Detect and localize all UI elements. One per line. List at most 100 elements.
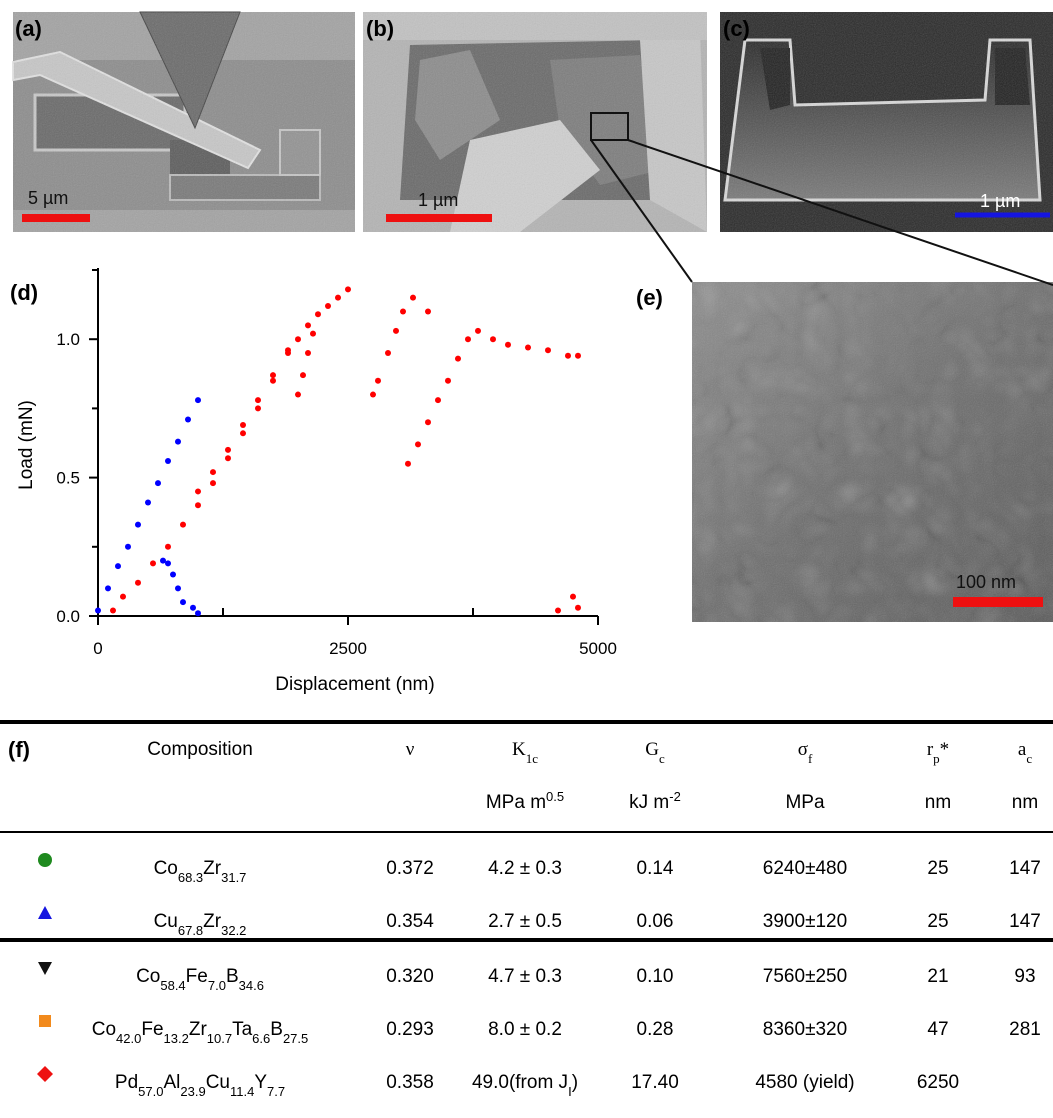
- text-segment: MPa m: [486, 792, 546, 813]
- data-point: [175, 585, 181, 592]
- data-point: [195, 610, 201, 617]
- text-segment: 67.8: [178, 923, 203, 938]
- text-segment: 7.0: [208, 978, 226, 993]
- data-point: [410, 294, 416, 301]
- table-cell: 2.7 ± 0.5: [488, 911, 562, 932]
- text-segment: Cu: [206, 1072, 230, 1093]
- text-segment: 49.0(from J: [472, 1072, 568, 1093]
- text-segment: 42.0: [116, 1031, 141, 1046]
- data-point: [240, 422, 246, 429]
- table-cell: 4.2 ± 0.3: [488, 858, 562, 879]
- panel-label: (f): [8, 737, 30, 762]
- text-segment: 25: [927, 911, 948, 932]
- scale-bar-label: 5 µm: [28, 188, 68, 208]
- x-tick-label: 0: [93, 639, 102, 658]
- zoom-line: [590, 139, 693, 283]
- text-segment: 4580 (yield): [755, 1072, 854, 1093]
- panel-label: (c): [723, 16, 750, 41]
- data-point: [225, 455, 231, 462]
- data-point: [465, 336, 471, 343]
- data-point: [345, 286, 351, 293]
- text-segment: 13.2: [164, 1031, 189, 1046]
- table-cell: Pd57.0Al23.9Cu11.4Y7.7: [115, 1072, 285, 1099]
- text-segment: 21: [927, 966, 948, 987]
- row-marker: [38, 853, 52, 867]
- text-segment: 6240±480: [763, 858, 847, 879]
- panel-label: (d): [10, 280, 38, 305]
- table-cell: 3900±120: [763, 911, 847, 932]
- text-segment: Ta: [232, 1019, 253, 1040]
- data-point: [570, 593, 576, 600]
- table-cell: 8.0 ± 0.2: [488, 1019, 562, 1040]
- table-cell: 0.14: [637, 858, 674, 879]
- text-segment: f: [808, 751, 813, 766]
- text-segment: 93: [1014, 966, 1035, 987]
- text-segment: Fe: [141, 1019, 163, 1040]
- data-point: [445, 377, 451, 384]
- text-segment: 0.10: [637, 966, 674, 987]
- text-segment: 1c: [526, 751, 539, 766]
- text-segment: 34.6: [239, 978, 264, 993]
- data-point: [405, 460, 411, 467]
- data-point: [135, 521, 141, 528]
- text-segment: 8360±320: [763, 1019, 847, 1040]
- data-point: [150, 560, 156, 567]
- data-point: [415, 441, 421, 448]
- data-point: [135, 579, 141, 586]
- data-point: [165, 560, 171, 567]
- row-marker: [39, 1015, 51, 1027]
- data-point: [393, 327, 399, 334]
- table-cell: 17.40: [631, 1072, 679, 1093]
- text-segment: 7560±250: [763, 966, 847, 987]
- table-cell: 281: [1009, 1019, 1041, 1040]
- text-segment: nm: [925, 792, 951, 813]
- data-point: [185, 416, 191, 423]
- text-segment: 0.06: [637, 911, 674, 932]
- table-cell: Co68.3Zr31.7: [154, 858, 247, 885]
- text-segment: p: [933, 751, 940, 766]
- table-cell: 147: [1009, 911, 1041, 932]
- text-segment: Cu: [154, 911, 178, 932]
- table-cell: 4.7 ± 0.3: [488, 966, 562, 987]
- data-point: [295, 336, 301, 343]
- text-segment: 47: [927, 1019, 948, 1040]
- data-point: [545, 347, 551, 354]
- column-unit: MPa: [785, 792, 825, 813]
- text-segment: 0.354: [386, 911, 434, 932]
- text-segment: -2: [669, 789, 681, 804]
- data-point: [270, 377, 276, 384]
- text-segment: 6250: [917, 1072, 959, 1093]
- text-segment: a: [1018, 739, 1027, 760]
- data-point: [195, 502, 201, 509]
- micrograph-e: [692, 282, 1053, 622]
- data-point: [155, 480, 161, 487]
- text-segment: Zr: [203, 858, 222, 879]
- text-segment: 68.3: [178, 870, 203, 885]
- data-point: [525, 344, 531, 351]
- column-unit: kJ m-2: [629, 789, 681, 814]
- data-point: [305, 322, 311, 329]
- data-point: [120, 593, 126, 600]
- data-point: [190, 604, 196, 611]
- data-point: [165, 543, 171, 550]
- data-point: [175, 438, 181, 445]
- y-axis-title: Load (mN): [16, 400, 37, 490]
- data-point: [285, 347, 291, 354]
- data-point: [475, 327, 481, 334]
- text-segment: 2.7 ± 0.5: [488, 911, 562, 932]
- data-point: [300, 372, 306, 379]
- data-point: [305, 350, 311, 357]
- text-segment: 17.40: [631, 1072, 679, 1093]
- text-segment: 0.293: [386, 1019, 434, 1040]
- text-segment: 32.2: [221, 923, 246, 938]
- data-point: [105, 585, 111, 592]
- table-cell: 21: [927, 966, 948, 987]
- y-tick-label: 0.0: [56, 607, 80, 626]
- text-segment: 8.0 ± 0.2: [488, 1019, 562, 1040]
- text-segment: Co: [92, 1019, 116, 1040]
- chart: (d) Displacement (nm) Load (mN) 0 2500 500…: [10, 268, 617, 695]
- text-segment: 11.4: [230, 1084, 254, 1099]
